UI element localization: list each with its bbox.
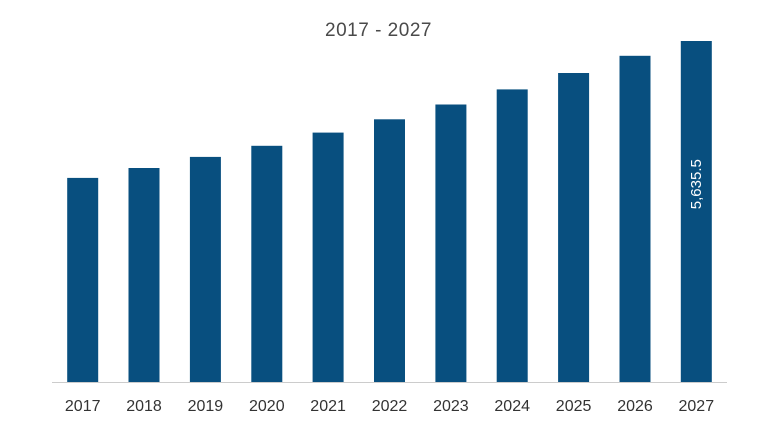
bar-2023 <box>435 104 467 382</box>
x-tick-label-2024: 2024 <box>494 398 530 415</box>
chart-title: 2017 - 2027 <box>325 20 432 41</box>
x-tick-labels: 2017 2018 2019 2020 2021 2022 2023 2024 2025 2026… <box>65 398 714 415</box>
bar-2027 <box>680 41 712 382</box>
bar-2019 <box>189 156 221 382</box>
bar-2024 <box>496 89 528 383</box>
x-tick-label-2017: 2017 <box>65 398 101 415</box>
bar-2018 <box>128 168 160 382</box>
x-tick-label-2019: 2019 <box>188 398 224 415</box>
data-label-2027: 5,635.5 <box>688 159 705 209</box>
x-tick-label-2027: 2027 <box>679 398 715 415</box>
bars-group <box>67 41 712 383</box>
x-tick-label-2020: 2020 <box>249 398 285 415</box>
x-tick-label-2022: 2022 <box>372 398 408 415</box>
x-tick-label-2025: 2025 <box>556 398 592 415</box>
x-tick-label-2021: 2021 <box>310 398 346 415</box>
bar-2017 <box>67 177 99 382</box>
data-labels: 5,635.5 <box>688 159 705 209</box>
bar-2022 <box>374 119 405 383</box>
x-tick-label-2026: 2026 <box>617 398 653 415</box>
bar-2020 <box>251 145 283 382</box>
bar-2025 <box>558 73 590 382</box>
bar-2026 <box>619 55 651 383</box>
x-tick-label-2023: 2023 <box>433 398 469 415</box>
bar-2021 <box>312 132 344 382</box>
x-tick-label-2018: 2018 <box>126 398 162 415</box>
